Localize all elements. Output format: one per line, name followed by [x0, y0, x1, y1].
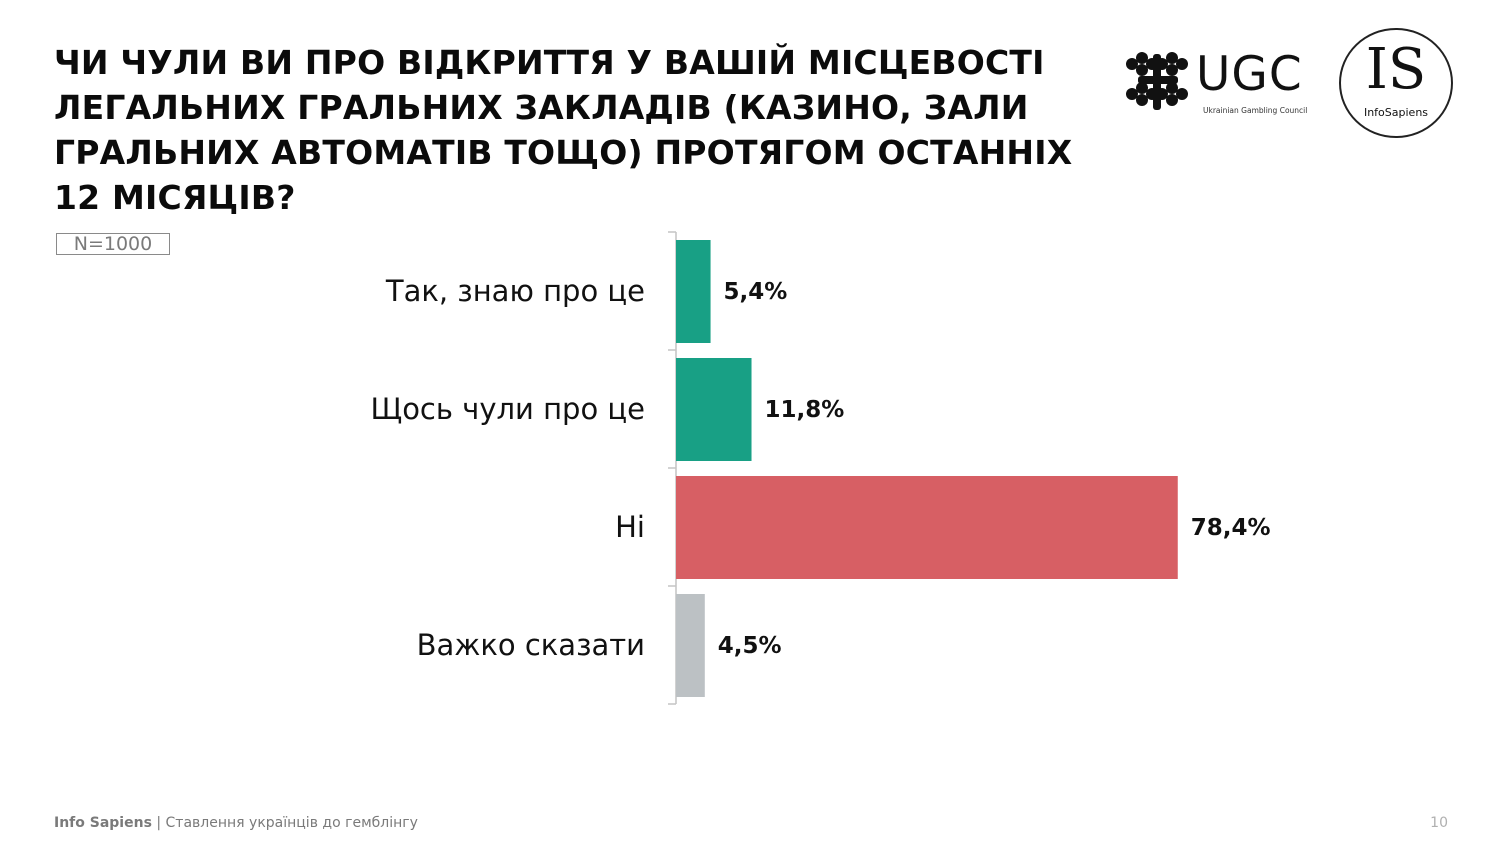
slide-title: ЧИ ЧУЛИ ВИ ПРО ВІДКРИТТЯ У ВАШІЙ МІСЦЕВО…: [54, 43, 1073, 217]
value-label: 5,4%: [724, 279, 788, 305]
bar: [676, 240, 711, 343]
ugc-logo-subtitle: Ukrainian Gambling Council: [1203, 106, 1308, 115]
category-label: Щось чули про це: [370, 392, 645, 426]
category-label: Так, знаю про це: [385, 274, 645, 308]
value-label: 11,8%: [765, 397, 845, 423]
infosapiens-logo: IS InfoSapiens: [1339, 28, 1453, 138]
ugc-logo-text: UGC: [1196, 47, 1303, 102]
bar: [676, 476, 1178, 579]
bar: [676, 594, 705, 697]
footer: Info Sapiens | Ставлення українців до ге…: [54, 815, 418, 831]
category-label: Важко сказати: [417, 628, 645, 662]
infosapiens-logo-letters: IS: [1365, 37, 1427, 102]
footer-brand: Info Sapiens: [54, 815, 152, 831]
infosapiens-logo-name: InfoSapiens: [1363, 106, 1429, 119]
footer-text: Ставлення українців до гемблінгу: [165, 815, 418, 831]
sample-size-badge: N=1000: [56, 233, 170, 255]
ugc-clover-logo-icon: [1126, 52, 1188, 110]
value-label: 4,5%: [718, 633, 782, 659]
value-label: 78,4%: [1191, 515, 1271, 541]
bar: [676, 358, 752, 461]
category-label: Ні: [615, 510, 645, 544]
footer-separator: |: [151, 815, 166, 831]
page-number: 10: [1430, 815, 1448, 831]
